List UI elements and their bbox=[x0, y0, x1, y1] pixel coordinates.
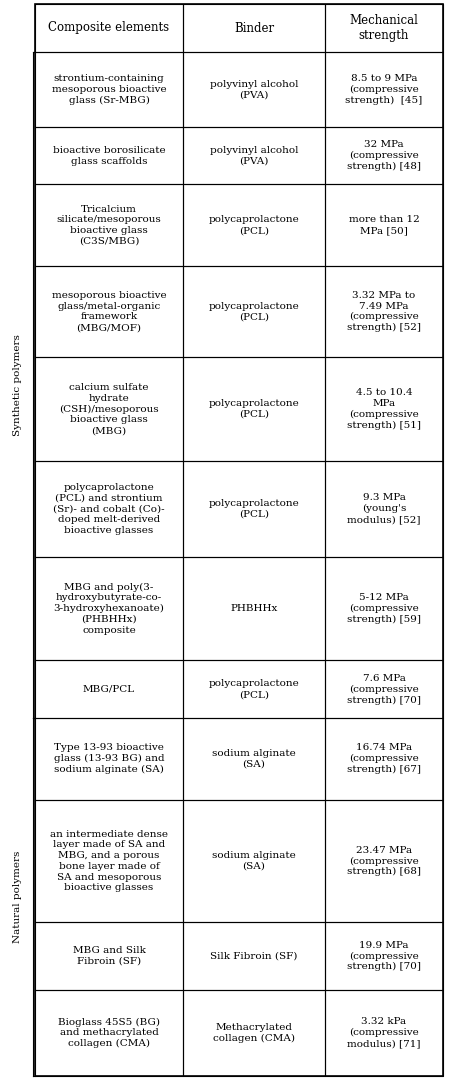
Text: 16.74 MPa
(compressive
strength) [67]: 16.74 MPa (compressive strength) [67] bbox=[347, 743, 421, 774]
Text: bioactive borosilicate
glass scaffolds: bioactive borosilicate glass scaffolds bbox=[53, 146, 165, 165]
Bar bbox=[183, 989, 325, 1076]
Text: 3.32 kPa
(compressive
modulus) [71]: 3.32 kPa (compressive modulus) [71] bbox=[347, 1017, 421, 1049]
Bar bbox=[183, 266, 325, 357]
Text: Type 13-93 bioactive
glass (13-93 BG) and
sodium alginate (SA): Type 13-93 bioactive glass (13-93 BG) an… bbox=[54, 743, 164, 774]
Bar bbox=[183, 922, 325, 989]
Text: PHBHHx: PHBHHx bbox=[230, 604, 278, 613]
Text: polycaprolactone
(PCL): polycaprolactone (PCL) bbox=[209, 679, 300, 699]
Bar bbox=[325, 357, 443, 461]
Text: 5-12 MPa
(compressive
strength) [59]: 5-12 MPa (compressive strength) [59] bbox=[347, 593, 421, 624]
Bar bbox=[325, 799, 443, 922]
Bar bbox=[183, 52, 325, 126]
Bar bbox=[183, 4, 325, 52]
Text: polycaprolactone
(PCL): polycaprolactone (PCL) bbox=[209, 499, 300, 518]
Bar bbox=[325, 4, 443, 52]
Text: more than 12
MPa [50]: more than 12 MPa [50] bbox=[348, 215, 419, 235]
Bar bbox=[35, 4, 183, 52]
Text: Tricalcium
silicate/mesoporous
bioactive glass
(C3S/MBG): Tricalcium silicate/mesoporous bioactive… bbox=[56, 204, 161, 246]
Bar bbox=[183, 461, 325, 557]
Text: MBG/PCL: MBG/PCL bbox=[83, 685, 135, 693]
Bar bbox=[35, 52, 183, 126]
Bar bbox=[183, 557, 325, 661]
Text: Bioglass 45S5 (BG)
and methacrylated
collagen (CMA): Bioglass 45S5 (BG) and methacrylated col… bbox=[58, 1017, 160, 1049]
Bar bbox=[35, 557, 183, 661]
Bar bbox=[325, 461, 443, 557]
Text: 7.6 MPa
(compressive
strength) [70]: 7.6 MPa (compressive strength) [70] bbox=[347, 674, 421, 704]
Text: an intermediate dense
layer made of SA and
MBG, and a porous
bone layer made of
: an intermediate dense layer made of SA a… bbox=[50, 829, 168, 892]
Bar bbox=[35, 357, 183, 461]
Bar bbox=[325, 661, 443, 718]
Text: 3.32 MPa to
7.49 MPa
(compressive
strength) [52]: 3.32 MPa to 7.49 MPa (compressive streng… bbox=[347, 291, 421, 333]
Text: Natural polymers: Natural polymers bbox=[13, 851, 22, 943]
Text: polycaprolactone
(PCL) and strontium
(Sr)- and cobalt (Co)-
doped melt-derived
b: polycaprolactone (PCL) and strontium (Sr… bbox=[53, 483, 165, 535]
Bar bbox=[325, 989, 443, 1076]
Bar bbox=[35, 989, 183, 1076]
Text: calcium sulfate
hydrate
(CSH)/mesoporous
bioactive glass
(MBG): calcium sulfate hydrate (CSH)/mesoporous… bbox=[59, 383, 159, 435]
Text: 9.3 MPa
(young's
modulus) [52]: 9.3 MPa (young's modulus) [52] bbox=[347, 494, 421, 524]
Text: MBG and Silk
Fibroin (SF): MBG and Silk Fibroin (SF) bbox=[73, 946, 146, 966]
Bar bbox=[325, 718, 443, 799]
Bar bbox=[325, 185, 443, 266]
Bar bbox=[325, 126, 443, 185]
Bar bbox=[35, 4, 443, 1076]
Bar bbox=[35, 126, 183, 185]
Text: polyvinyl alcohol
(PVA): polyvinyl alcohol (PVA) bbox=[210, 146, 298, 165]
Text: MBG and poly(3-
hydroxybutyrate-co-
3-hydroxyhexanoate)
(PHBHHx)
composite: MBG and poly(3- hydroxybutyrate-co- 3-hy… bbox=[54, 582, 164, 635]
Text: mesoporous bioactive
glass/metal-organic
framework
(MBG/MOF): mesoporous bioactive glass/metal-organic… bbox=[52, 291, 166, 333]
Bar bbox=[325, 922, 443, 989]
Text: polycaprolactone
(PCL): polycaprolactone (PCL) bbox=[209, 301, 300, 322]
Text: 32 MPa
(compressive
strength) [48]: 32 MPa (compressive strength) [48] bbox=[347, 140, 421, 171]
Text: 8.5 to 9 MPa
(compressive
strength)  [45]: 8.5 to 9 MPa (compressive strength) [45] bbox=[346, 75, 423, 105]
Bar bbox=[183, 185, 325, 266]
Text: Silk Fibroin (SF): Silk Fibroin (SF) bbox=[210, 951, 298, 960]
Text: Composite elements: Composite elements bbox=[48, 22, 170, 35]
Bar bbox=[35, 718, 183, 799]
Bar bbox=[183, 126, 325, 185]
Text: Synthetic polymers: Synthetic polymers bbox=[13, 334, 22, 436]
Bar bbox=[35, 799, 183, 922]
Bar bbox=[183, 661, 325, 718]
Bar bbox=[183, 799, 325, 922]
Text: sodium alginate
(SA): sodium alginate (SA) bbox=[212, 851, 296, 870]
Bar bbox=[35, 266, 183, 357]
Text: 19.9 MPa
(compressive
strength) [70]: 19.9 MPa (compressive strength) [70] bbox=[347, 941, 421, 971]
Text: Methacrylated
collagen (CMA): Methacrylated collagen (CMA) bbox=[213, 1023, 295, 1043]
Text: polycaprolactone
(PCL): polycaprolactone (PCL) bbox=[209, 215, 300, 235]
Bar bbox=[35, 461, 183, 557]
Text: Mechanical
strength: Mechanical strength bbox=[349, 14, 419, 42]
Bar bbox=[35, 922, 183, 989]
Text: strontium-containing
mesoporous bioactive
glass (Sr-MBG): strontium-containing mesoporous bioactiv… bbox=[52, 75, 166, 105]
Text: Binder: Binder bbox=[234, 22, 274, 35]
Bar bbox=[35, 661, 183, 718]
Bar bbox=[325, 266, 443, 357]
Text: sodium alginate
(SA): sodium alginate (SA) bbox=[212, 748, 296, 769]
Text: polycaprolactone
(PCL): polycaprolactone (PCL) bbox=[209, 400, 300, 419]
Bar bbox=[35, 185, 183, 266]
Bar bbox=[183, 357, 325, 461]
Bar bbox=[183, 718, 325, 799]
Text: 23.47 MPa
(compressive
strength) [68]: 23.47 MPa (compressive strength) [68] bbox=[347, 846, 421, 877]
Bar bbox=[325, 557, 443, 661]
Text: polyvinyl alcohol
(PVA): polyvinyl alcohol (PVA) bbox=[210, 80, 298, 99]
Bar bbox=[325, 52, 443, 126]
Text: 4.5 to 10.4
MPa
(compressive
strength) [51]: 4.5 to 10.4 MPa (compressive strength) [… bbox=[347, 388, 421, 430]
